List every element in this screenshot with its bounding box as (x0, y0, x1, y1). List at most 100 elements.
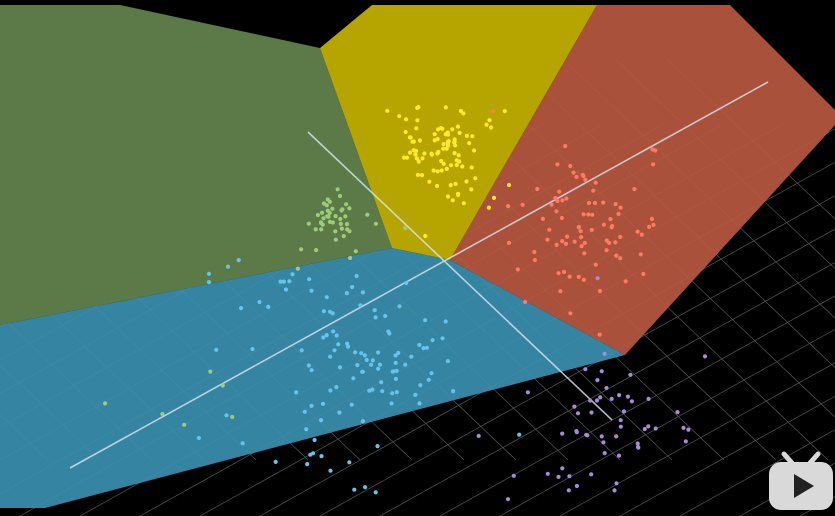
scatter-point (593, 262, 598, 267)
scatter-point (360, 369, 365, 374)
scatter-point (299, 247, 304, 252)
scatter-point (376, 366, 381, 371)
scatter-point (351, 376, 356, 381)
scatter-point (319, 454, 324, 459)
scatter-point (675, 410, 680, 415)
scatter-point (653, 148, 658, 153)
region-green (0, 5, 392, 325)
scatter-point (593, 180, 598, 185)
scatter-point (591, 188, 596, 193)
scatter-point (290, 272, 295, 277)
scatter-point (413, 392, 418, 397)
scatter-point (295, 266, 300, 271)
scatter-point (460, 164, 465, 169)
scatter-point (586, 212, 591, 217)
scatter-point (370, 387, 375, 392)
scatter-point (103, 401, 108, 406)
scatter-point (239, 306, 244, 311)
scatter-point (426, 377, 431, 382)
scatter-point (373, 221, 378, 226)
scatter-point (506, 204, 511, 209)
scatter-point (365, 212, 370, 217)
scatter-point (363, 485, 368, 490)
scatter-point (571, 170, 576, 175)
scatter-point (294, 390, 299, 395)
region-red (450, 5, 835, 355)
scatter-point (445, 359, 450, 364)
scatter-point (348, 255, 353, 261)
scatter-point (321, 309, 326, 314)
scatter-point (375, 444, 380, 449)
scatter-point (299, 348, 304, 353)
scatter-point (581, 212, 586, 217)
scatter-point (397, 114, 402, 119)
scatter-point (566, 488, 571, 493)
scatter-point (336, 342, 341, 347)
scatter-point (618, 418, 623, 423)
scatter-point (555, 162, 560, 167)
scatter-point (396, 350, 401, 356)
scatter-point (629, 399, 635, 404)
scatter-point (257, 299, 262, 305)
scatter-point (560, 239, 565, 244)
scatter-point (618, 205, 623, 210)
scatter-point (328, 388, 333, 393)
scatter-point (410, 139, 415, 144)
scatter-point (641, 271, 646, 277)
scatter-point (421, 346, 426, 351)
scatter-point (565, 234, 570, 239)
scatter-point (547, 227, 552, 232)
scatter-point (266, 304, 271, 309)
scatter-point (604, 248, 609, 253)
scatter-point (559, 215, 565, 221)
scatter-point (403, 129, 408, 135)
scatter-point (594, 398, 600, 403)
scatter-point (435, 137, 440, 142)
scatter-point (390, 391, 395, 396)
scatter-point (383, 313, 388, 319)
scatter-point (345, 227, 350, 232)
scatter-point (339, 226, 344, 231)
scatter-point (486, 205, 491, 210)
scatter-point (457, 130, 462, 135)
scatter-point (403, 226, 408, 231)
scatter-point (556, 271, 561, 276)
scatter-point (391, 369, 396, 374)
scatter-point (439, 168, 444, 173)
scatter-point (287, 279, 292, 284)
scatter-point (523, 299, 528, 305)
scatter-point (452, 140, 457, 145)
scatter-point (595, 378, 600, 383)
scatter-point (347, 206, 352, 211)
scatter-point (404, 280, 409, 286)
scatter-point (416, 105, 421, 110)
scatter-point (403, 362, 408, 367)
scatter-point (564, 196, 569, 201)
scatter-point (444, 166, 449, 171)
scatter-point (182, 422, 187, 427)
scatter-point (160, 411, 165, 417)
scatter-point (320, 222, 325, 227)
scatter-point (581, 277, 586, 282)
grid-line (439, 295, 835, 516)
scatter-point (599, 369, 604, 374)
scatter-point (646, 424, 651, 429)
scatter-point (579, 244, 584, 249)
scatter-point (461, 111, 466, 116)
scatter-point (449, 163, 454, 168)
scatter-point (473, 176, 478, 181)
scatter-point (601, 200, 606, 205)
scatter-point (590, 212, 595, 217)
scatter-point (683, 439, 688, 444)
scatter-point (308, 452, 313, 457)
scatter-point (422, 151, 427, 156)
scatter-point (443, 105, 448, 110)
scatter-point (319, 418, 324, 423)
scatter-point (506, 240, 512, 245)
scatter-point (567, 474, 572, 479)
scatter-point (441, 146, 446, 151)
scatter-point (409, 354, 414, 359)
scatter-point (563, 144, 568, 149)
scatter-point (582, 251, 587, 256)
scatter-point (353, 350, 358, 355)
